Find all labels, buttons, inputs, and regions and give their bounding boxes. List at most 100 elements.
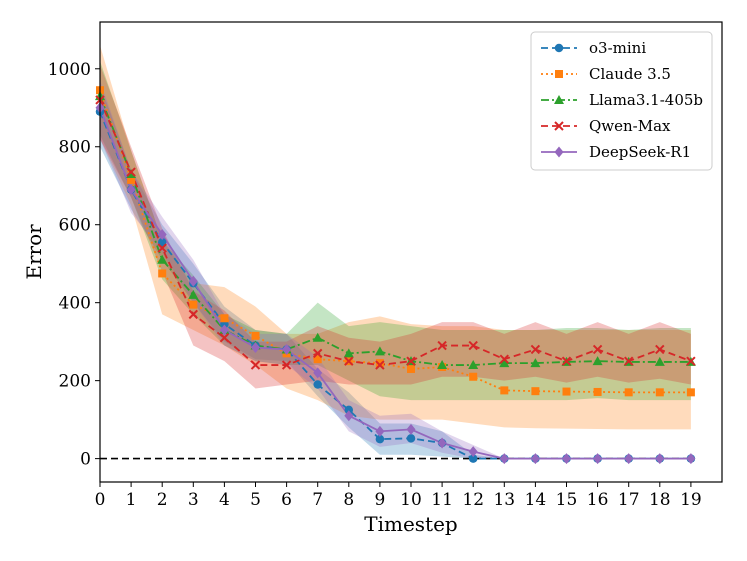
point-llama3-1-405b-13 xyxy=(499,358,510,368)
point-qwen-max-14 xyxy=(530,344,541,355)
point-claude-3-5-4 xyxy=(220,314,229,323)
y-tick-label-800: 800 xyxy=(59,138,91,158)
x-tick-label-14: 14 xyxy=(525,490,547,510)
x-tick-label-8: 8 xyxy=(343,490,354,510)
point-deepseek-r1-12 xyxy=(468,446,478,458)
point-qwen-max-11 xyxy=(437,340,447,351)
point-qwen-max-19 xyxy=(686,356,696,366)
point-deepseek-r1-19 xyxy=(686,453,696,465)
legend-marker-llama3-1-405b xyxy=(554,95,564,104)
point-qwen-max-18 xyxy=(655,344,665,355)
point-claude-3-5-19 xyxy=(686,388,695,397)
point-claude-3-5-16 xyxy=(593,387,602,396)
point-deepseek-r1-8 xyxy=(344,410,354,422)
point-qwen-max-2 xyxy=(157,243,167,253)
x-tick-label-16: 16 xyxy=(587,490,609,510)
point-llama3-1-405b-2 xyxy=(157,254,168,264)
tick-labels: 0 1 2 3 4 5 6 7 8 9 10 11 12 13 14 15 16 17 18 190200400600… xyxy=(48,60,702,510)
point-o3-mini-8 xyxy=(344,405,354,415)
point-claude-3-5-13 xyxy=(500,386,509,395)
point-qwen-max-8 xyxy=(344,356,354,366)
line-llama3-1-405b xyxy=(99,95,691,366)
point-o3-mini-10 xyxy=(406,434,416,443)
point-qwen-max-10 xyxy=(406,356,416,366)
point-deepseek-r1-3 xyxy=(188,275,198,287)
y-tick-label-200: 200 xyxy=(59,372,91,392)
point-qwen-max-16 xyxy=(592,344,603,355)
y-tick-label-600: 600 xyxy=(59,216,91,236)
point-llama3-1-405b-11 xyxy=(437,360,448,370)
x-tick-label-15: 15 xyxy=(556,490,578,510)
point-llama3-1-405b-9 xyxy=(374,346,385,356)
band-qwen-max xyxy=(100,64,691,389)
line-qwen-max xyxy=(99,99,692,366)
legend-label-llama3-1-405b: Llama3.1-405b xyxy=(589,91,703,109)
point-claude-3-5-18 xyxy=(655,388,664,397)
point-claude-3-5-1 xyxy=(127,175,136,184)
x-tick-label-18: 18 xyxy=(649,490,671,510)
x-axis-label: Timestep xyxy=(364,512,457,536)
point-claude-3-5-2 xyxy=(158,269,167,278)
legend: o3-mini Claude 3.5 Llama3.1-405b Qwen-Max De… xyxy=(530,31,713,171)
x-tick-label-7: 7 xyxy=(312,490,323,510)
x-tick-label-11: 11 xyxy=(431,490,453,510)
x-tick-label-5: 5 xyxy=(250,490,261,510)
point-deepseek-r1-1 xyxy=(126,184,136,196)
y-tick-label-1000: 1000 xyxy=(48,60,91,80)
point-qwen-max-4 xyxy=(219,333,230,343)
band-claude-3-5 xyxy=(100,45,691,430)
x-tick-label-13: 13 xyxy=(493,490,515,510)
point-qwen-max-15 xyxy=(561,356,572,366)
point-claude-3-5-7 xyxy=(313,355,322,364)
point-deepseek-r1-13 xyxy=(499,453,509,465)
point-deepseek-r1-7 xyxy=(313,367,323,379)
point-qwen-max-12 xyxy=(468,340,478,351)
point-qwen-max-6 xyxy=(281,360,292,370)
point-qwen-max-9 xyxy=(375,360,385,370)
point-o3-mini-12 xyxy=(468,454,478,463)
point-qwen-max-1 xyxy=(126,167,136,177)
x-tick-label-12: 12 xyxy=(462,490,484,510)
legend-marker-claude-3-5 xyxy=(555,70,563,78)
legend-marker-deepseek-r1 xyxy=(554,146,564,158)
point-claude-3-5-14 xyxy=(531,387,540,396)
point-deepseek-r1-9 xyxy=(375,425,385,437)
x-tick-label-19: 19 xyxy=(680,490,702,510)
x-tick-label-1: 1 xyxy=(126,490,137,510)
x-tick-label-3: 3 xyxy=(188,490,199,510)
point-llama3-1-405b-3 xyxy=(188,289,199,299)
point-qwen-max-5 xyxy=(250,360,261,370)
y-axis-label: Error xyxy=(22,224,46,280)
y-tick-label-400: 400 xyxy=(59,294,91,314)
point-deepseek-r1-11 xyxy=(437,437,447,449)
point-deepseek-r1-15 xyxy=(562,453,571,465)
point-o3-mini-7 xyxy=(313,380,322,389)
point-llama3-1-405b-16 xyxy=(592,356,603,366)
axes xyxy=(95,21,723,487)
point-deepseek-r1-6 xyxy=(282,343,292,355)
legend-label-qwen-max: Qwen-Max xyxy=(589,117,671,135)
point-llama3-1-405b-14 xyxy=(530,358,541,368)
point-deepseek-r1-4 xyxy=(219,324,229,336)
point-qwen-max-13 xyxy=(499,354,510,364)
legend-marker-o3-mini xyxy=(554,43,564,53)
x-tick-label-6: 6 xyxy=(281,490,292,510)
point-deepseek-r1-18 xyxy=(655,453,665,465)
legend-box xyxy=(530,31,713,171)
x-tick-label-4: 4 xyxy=(219,490,230,510)
point-deepseek-r1-17 xyxy=(624,453,634,465)
point-llama3-1-405b-8 xyxy=(343,348,354,358)
point-claude-3-5-3 xyxy=(189,300,198,309)
point-claude-3-5-12 xyxy=(469,372,478,381)
x-tick-label-2: 2 xyxy=(157,490,168,510)
x-tick-label-9: 9 xyxy=(374,490,385,510)
series-markers xyxy=(95,86,696,465)
point-llama3-1-405b-7 xyxy=(312,332,323,342)
legend-label-deepseek-r1: DeepSeek-R1 xyxy=(589,143,691,161)
point-claude-3-5-5 xyxy=(251,331,260,340)
point-deepseek-r1-14 xyxy=(530,453,540,465)
legend-label-o3-mini: o3-mini xyxy=(589,39,646,57)
point-qwen-max-3 xyxy=(188,309,199,320)
x-tick-label-17: 17 xyxy=(618,490,640,510)
point-o3-mini-9 xyxy=(375,434,385,444)
